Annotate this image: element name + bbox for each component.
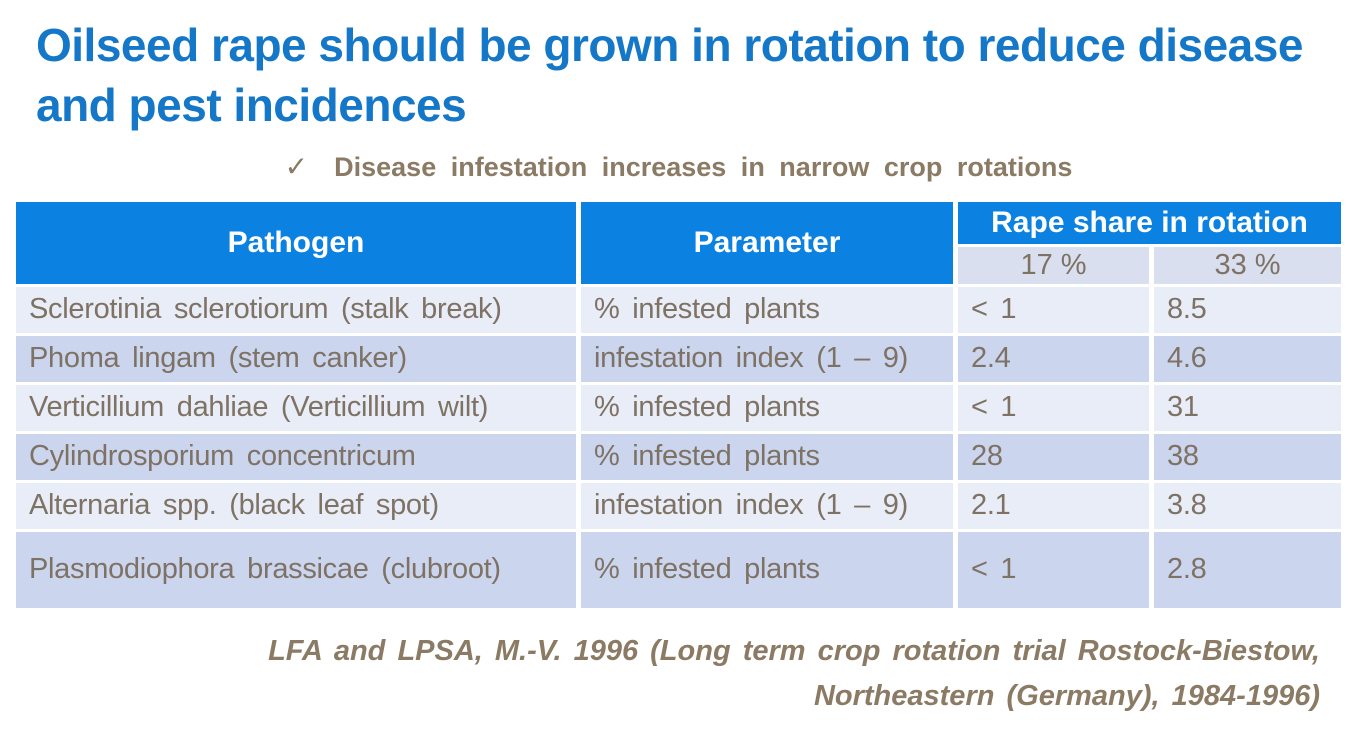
cell-value-17: < 1 [958,384,1149,431]
citation-line-1: LFA and LPSA, M.-V. 1996 (Long term crop… [268,634,1320,667]
column-header-pathogen: Pathogen [16,201,576,284]
cell-parameter: % infested plants [581,531,953,608]
cell-parameter: infestation index (1 – 9) [581,482,953,529]
column-subheader-17: 17 % [958,246,1149,284]
column-subheader-33: 33 % [1154,246,1342,284]
cell-pathogen: Alternaria spp. (black leaf spot) [16,482,576,529]
cell-pathogen: Verticillium dahliae (Verticillium wilt) [16,384,576,431]
cell-parameter: % infested plants [581,384,953,431]
cell-value-33: 3.8 [1154,482,1342,529]
cell-pathogen: Phoma lingam (stem canker) [16,335,576,382]
cell-pathogen: Cylindrosporium concentricum [16,433,576,480]
slide-title: Oilseed rape should be grown in rotation… [36,19,1303,131]
citation-line-2: Northeastern (Germany), 1984-1996) [813,679,1320,712]
table-row: Phoma lingam (stem canker) infestation i… [16,335,1342,382]
cell-value-33: 2.8 [1154,531,1342,608]
column-group-header-rape-share: Rape share in rotation [958,201,1342,244]
bullet-point: ✓ Disease infestation increases in narrow… [0,150,1357,183]
cell-parameter: % infested plants [581,286,953,333]
cell-value-17: < 1 [958,531,1149,608]
cell-value-17: < 1 [958,286,1149,333]
cell-pathogen: Plasmodiophora brassicae (clubroot) [16,531,576,608]
source-citation: LFA and LPSA, M.-V. 1996 (Long term crop… [0,629,1357,719]
checkmark-icon: ✓ [284,150,309,182]
cell-value-33: 8.5 [1154,286,1342,333]
table-row: Sclerotinia sclerotiorum (stalk break) %… [16,286,1342,333]
cell-parameter: infestation index (1 – 9) [581,335,953,382]
cell-value-33: 4.6 [1154,335,1342,382]
bullet-text: Disease infestation increases in narrow … [334,151,1073,182]
cell-value-17: 2.1 [958,482,1149,529]
cell-value-33: 38 [1154,433,1342,480]
table-row: Alternaria spp. (black leaf spot) infest… [16,482,1342,529]
column-header-parameter: Parameter [581,201,953,284]
pathogen-table: Pathogen Parameter Rape share in rotatio… [11,199,1346,611]
cell-pathogen: Sclerotinia sclerotiorum (stalk break) [16,286,576,333]
table-row: Cylindrosporium concentricum % infested … [16,433,1342,480]
cell-value-33: 31 [1154,384,1342,431]
cell-parameter: % infested plants [581,433,953,480]
table-row: Plasmodiophora brassicae (clubroot) % in… [16,531,1342,608]
cell-value-17: 28 [958,433,1149,480]
table-row: Verticillium dahliae (Verticillium wilt)… [16,384,1342,431]
cell-value-17: 2.4 [958,335,1149,382]
